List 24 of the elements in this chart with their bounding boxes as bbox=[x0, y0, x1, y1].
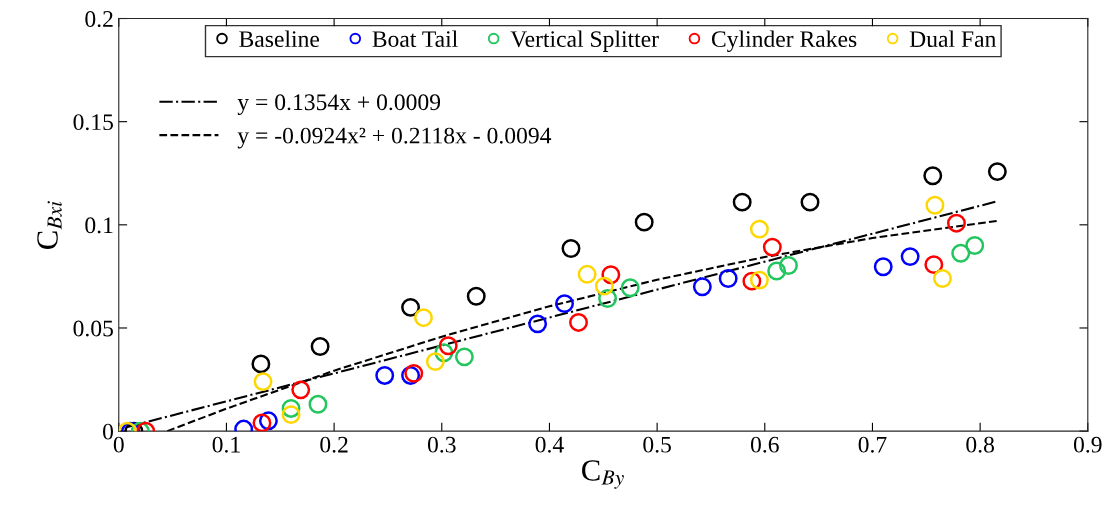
legend-label: Dual Fan bbox=[909, 30, 996, 48]
legend-label: Baseline bbox=[239, 30, 320, 48]
x-tick-label: 0.1 bbox=[212, 436, 240, 453]
legend-label: y = -0.0924x² + 0.2118x - 0.0094 bbox=[237, 127, 552, 149]
x-tick-label: 0.5 bbox=[643, 436, 671, 453]
x-tick-label: 0.7 bbox=[858, 436, 887, 453]
y-tick-label: 0.15 bbox=[73, 114, 113, 131]
y-axis-title: C$_{Bxi}$ bbox=[37, 201, 62, 249]
legend-label: Vertical Splitter bbox=[510, 30, 659, 52]
x-tick-label: 0.9 bbox=[1073, 436, 1102, 453]
y-tick-label: 0.05 bbox=[73, 320, 113, 337]
x-axis-title: C$_{By}$ bbox=[582, 460, 624, 489]
x-tick-label: 0.8 bbox=[966, 436, 994, 453]
legend-label: Boat Tail bbox=[372, 30, 458, 48]
x-tick-label: 0.2 bbox=[320, 436, 348, 453]
legend-label: Cylinder Rakes bbox=[711, 30, 857, 52]
y-tick-label: 0.2 bbox=[85, 11, 113, 28]
x-tick-label: 0.6 bbox=[750, 436, 779, 453]
x-tick-label: 0 bbox=[113, 436, 124, 453]
x-tick-label: 0.3 bbox=[427, 436, 456, 453]
legend-label: y = 0.1354x + 0.0009 bbox=[237, 94, 441, 116]
y-tick-label: 0.1 bbox=[85, 217, 113, 234]
x-tick-label: 0.4 bbox=[535, 436, 564, 453]
y-tick-label: 0 bbox=[103, 423, 114, 440]
